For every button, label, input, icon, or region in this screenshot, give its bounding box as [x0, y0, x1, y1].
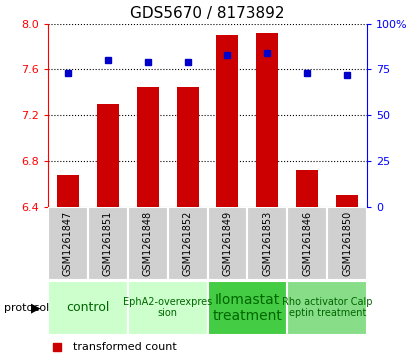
Text: transformed count: transformed count [73, 342, 177, 352]
Text: Rho activator Calp
eptin treatment: Rho activator Calp eptin treatment [282, 297, 373, 318]
Bar [247, 207, 287, 280]
Bar [327, 207, 367, 280]
Text: EphA2-overexpres
sion: EphA2-overexpres sion [123, 297, 212, 318]
Text: GSM1261846: GSM1261846 [303, 211, 312, 276]
Bar [57, 175, 79, 207]
Bar [168, 207, 208, 280]
Text: GSM1261853: GSM1261853 [262, 211, 272, 276]
Bar [256, 33, 278, 207]
Text: GSM1261850: GSM1261850 [342, 211, 352, 276]
Text: GSM1261847: GSM1261847 [63, 211, 73, 276]
Bar [217, 35, 239, 207]
Title: GDS5670 / 8173892: GDS5670 / 8173892 [130, 6, 285, 21]
Bar [336, 195, 358, 207]
Text: protocol: protocol [4, 303, 49, 313]
Bar [88, 207, 128, 280]
Text: GSM1261849: GSM1261849 [222, 211, 232, 276]
Text: control: control [66, 301, 110, 314]
Text: Ilomastat
treatment: Ilomastat treatment [212, 293, 282, 323]
Text: GSM1261851: GSM1261851 [103, 211, 112, 276]
Bar [296, 170, 318, 207]
Bar [287, 207, 327, 280]
Text: GSM1261848: GSM1261848 [143, 211, 153, 276]
Bar [128, 281, 208, 335]
Bar [128, 207, 168, 280]
Bar [97, 104, 119, 207]
Bar [287, 281, 367, 335]
Bar [208, 281, 287, 335]
Text: ▶: ▶ [31, 301, 41, 314]
Bar [48, 281, 128, 335]
Text: GSM1261852: GSM1261852 [183, 211, 193, 276]
Bar [208, 207, 247, 280]
Bar [176, 87, 198, 207]
Bar [48, 207, 88, 280]
Bar [137, 87, 159, 207]
